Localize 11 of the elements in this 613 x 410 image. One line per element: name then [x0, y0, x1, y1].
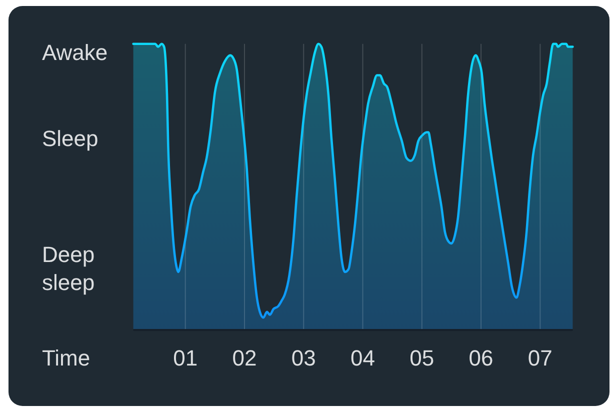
x-tick-label: 02 — [232, 346, 257, 370]
x-tick-label: 06 — [468, 346, 494, 370]
text: Sleep — [42, 126, 98, 150]
x-tick-label: 07 — [528, 346, 552, 370]
text: Deep sleep — [42, 242, 95, 294]
text: Awake — [42, 40, 108, 64]
x-tick-label: 05 — [410, 346, 434, 370]
x-tick-label: 01 — [173, 346, 198, 370]
x-axis-title: Time — [42, 346, 90, 370]
x-tick-label: 03 — [291, 346, 316, 370]
x-tick-label: 04 — [350, 346, 375, 370]
